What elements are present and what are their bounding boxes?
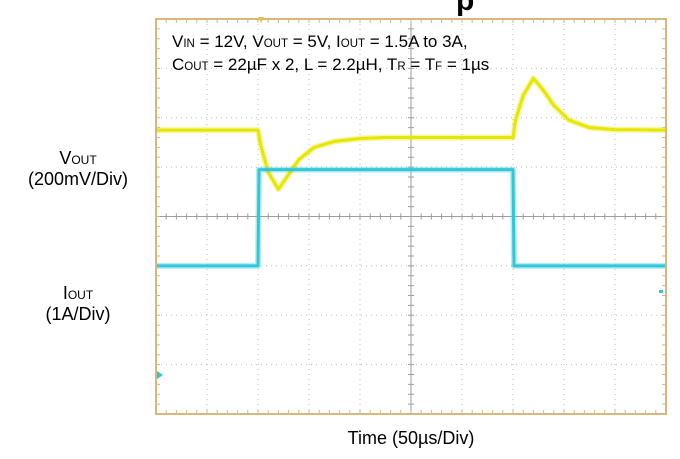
conditions-line-1: VIN = 12V, VOUT = 5V, IOUT = 1.5A to 3A,: [172, 32, 468, 51]
x-axis-label: Time (50µs/Div): [347, 428, 475, 448]
ch2-level-marker: [157, 371, 163, 379]
iout-scale: (1A/Div): [45, 303, 111, 324]
iout-channel-label: IOUT (1A/Div): [0, 283, 156, 324]
iout-name: IOUT: [62, 283, 94, 303]
conditions-line-2: COUT = 22µF x 2, L = 2.2µH, TR = TF = 1µ…: [172, 55, 490, 74]
vout-channel-label: VOUT (200mV/Div): [0, 148, 156, 189]
ch2-right-marker: [659, 290, 663, 293]
trace-iout: [156, 168, 666, 268]
vout-scale: (200mV/Div): [27, 168, 129, 189]
trace-vout: [156, 76, 667, 191]
plot-frame: [155, 18, 667, 415]
title-fragment: p: [456, 0, 475, 17]
traces: [156, 75, 667, 269]
vout-name: VOUT: [59, 148, 97, 168]
trigger-marker-top: [258, 17, 264, 23]
